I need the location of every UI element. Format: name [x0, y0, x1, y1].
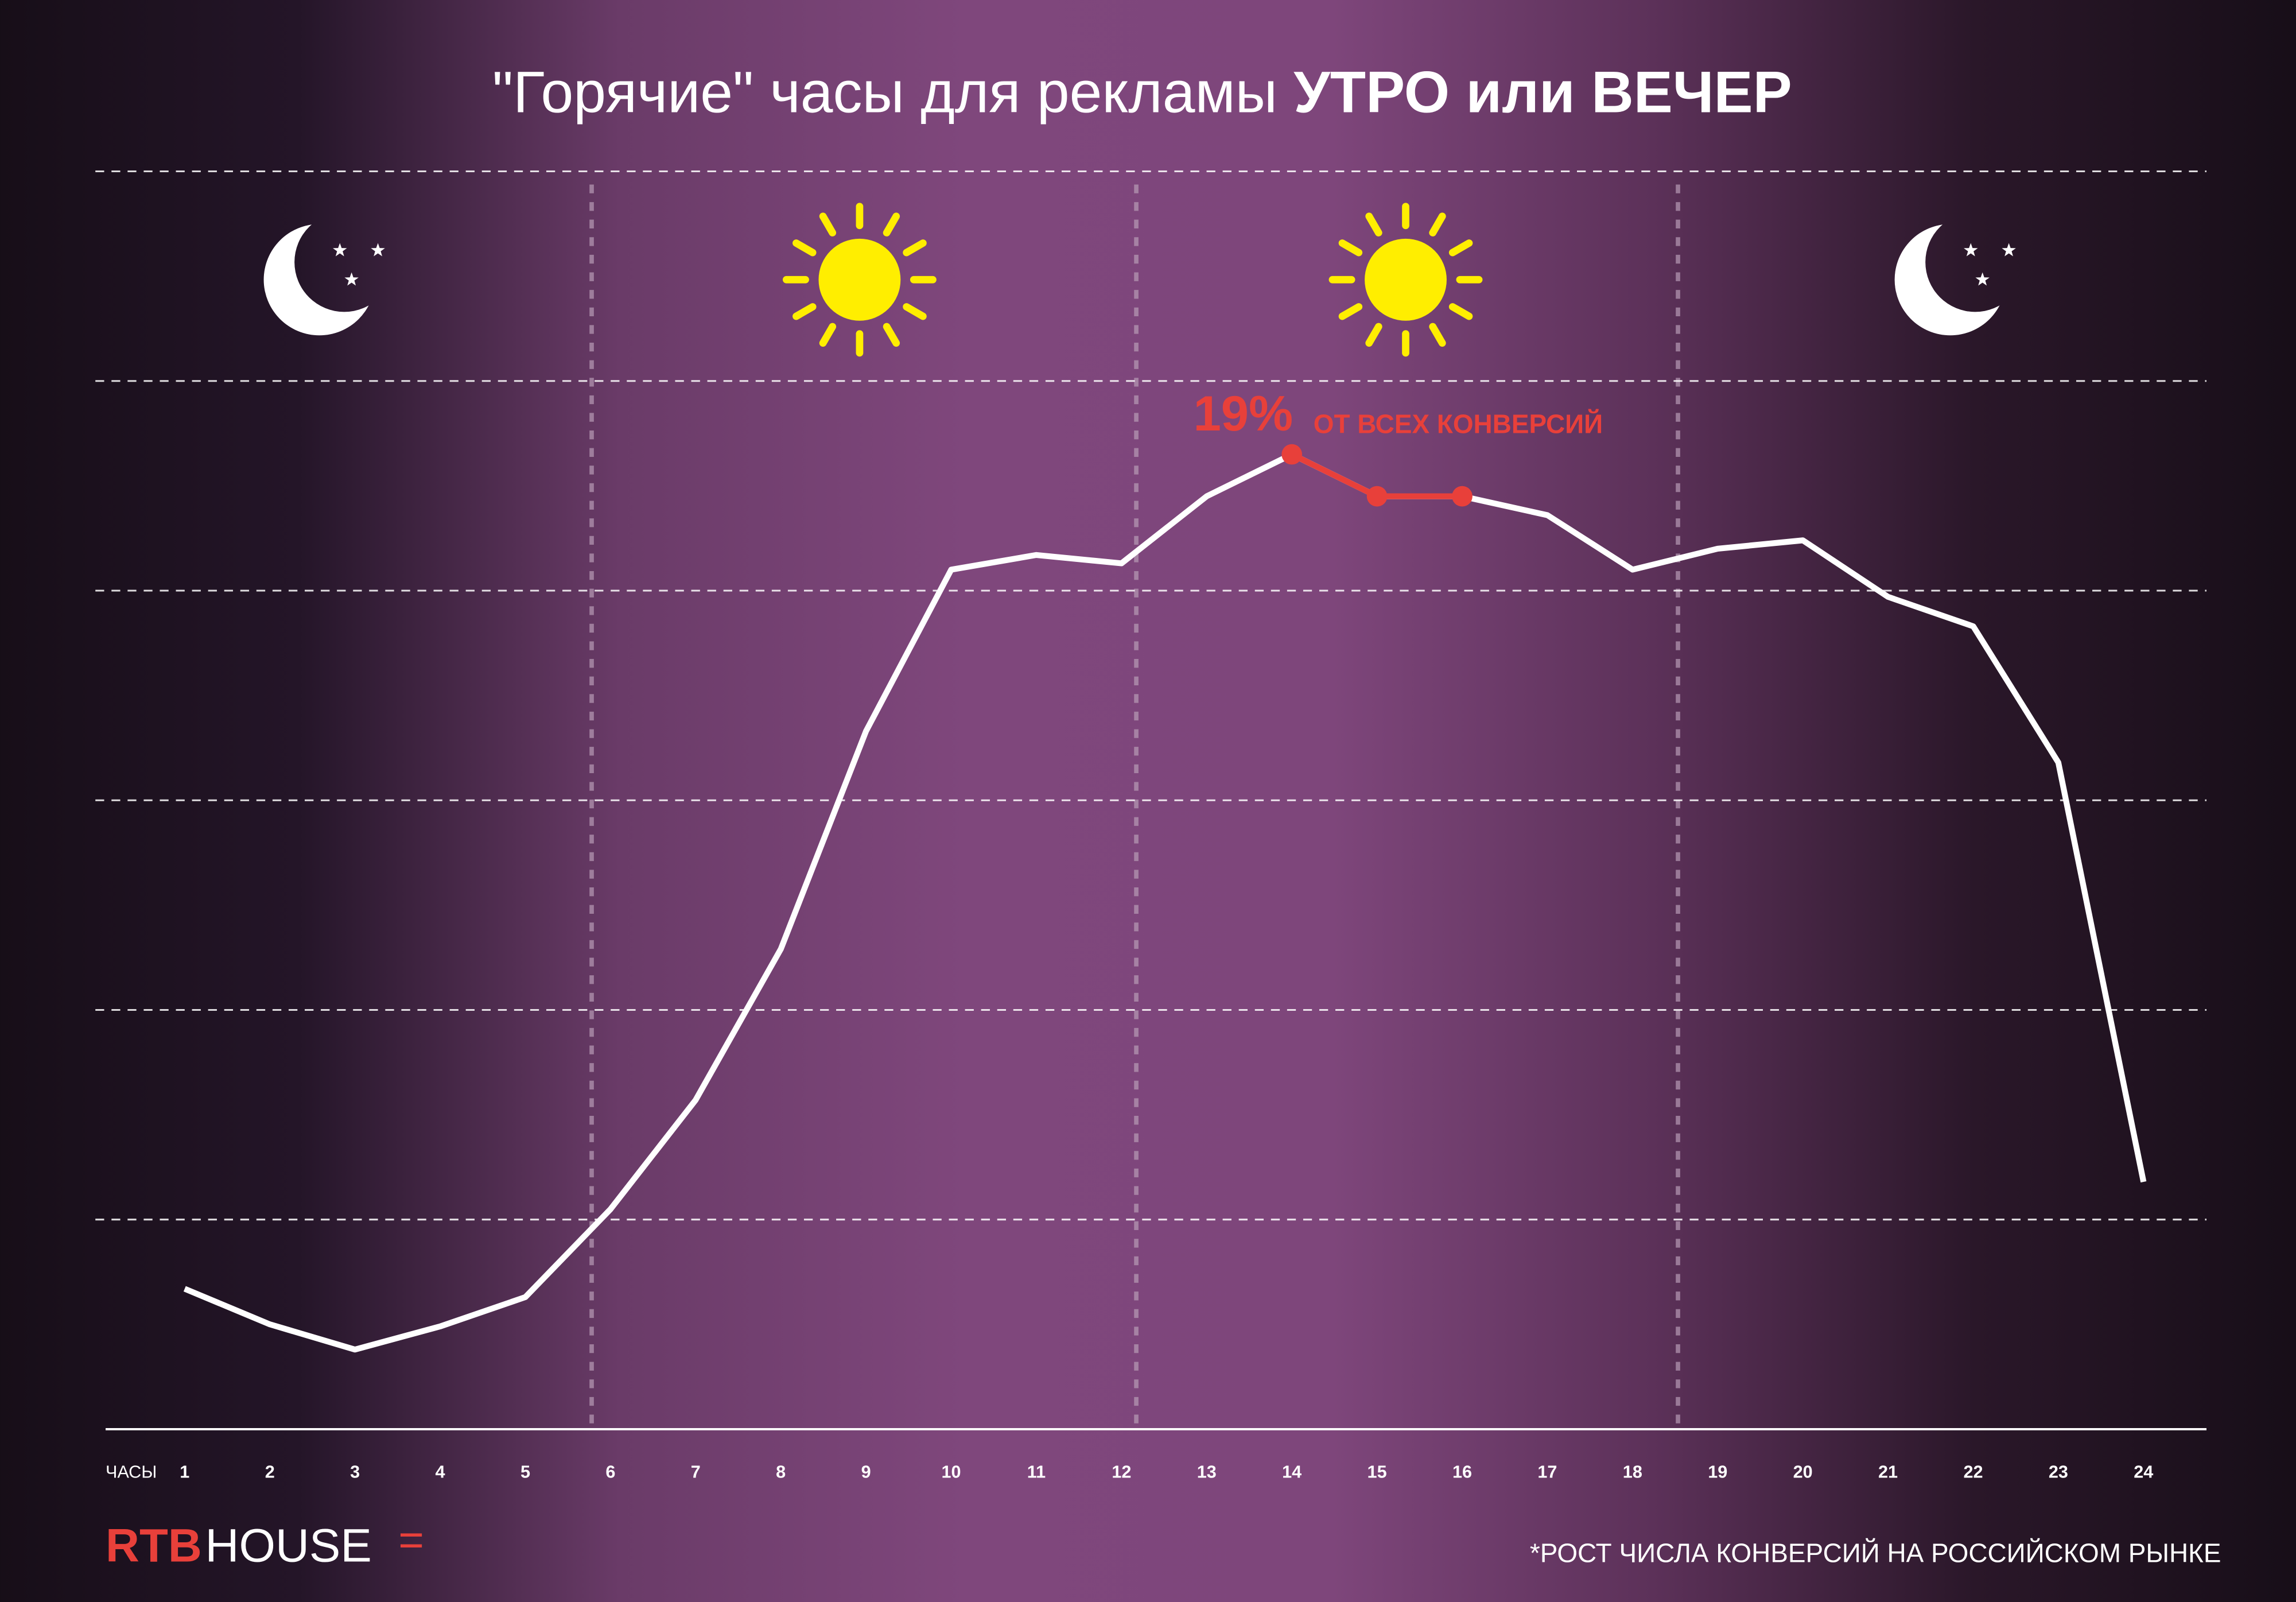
data-line	[183, 451, 2147, 1353]
sun-ray	[792, 239, 817, 257]
x-tick-label: 7	[691, 1463, 701, 1482]
x-tick-label: 8	[776, 1463, 786, 1482]
x-axis-label: ЧАСЫ	[106, 1463, 157, 1482]
moon-icon	[1894, 224, 2016, 336]
x-tick-label: 2	[265, 1463, 275, 1482]
x-tick-label: 6	[605, 1463, 615, 1482]
x-tick-label: 16	[1452, 1463, 1472, 1482]
star	[371, 243, 385, 257]
x-tick-label: 3	[350, 1463, 360, 1482]
moon	[1894, 224, 2006, 336]
highlight-point	[1452, 486, 1473, 507]
x-tick-label: 19	[1708, 1463, 1727, 1482]
x-tick-label: 15	[1368, 1463, 1387, 1482]
chart-title: "Горячие" часы для рекламы УТРО или ВЕЧЕ…	[492, 59, 1792, 125]
x-tick-label: 17	[1537, 1463, 1557, 1482]
x-tick-label: 24	[2134, 1463, 2153, 1482]
x-tick-label: 14	[1282, 1463, 1302, 1482]
star	[1964, 243, 1978, 257]
x-tick-label: 21	[1878, 1463, 1898, 1482]
star	[2002, 243, 2016, 257]
x-tick-label: 18	[1623, 1463, 1642, 1482]
star	[332, 243, 347, 257]
star	[1975, 272, 1990, 286]
x-tick-label: 20	[1793, 1463, 1813, 1482]
sun-ray	[1429, 323, 1446, 347]
annotation-text: ОТ ВСЕХ КОНВЕРСИЙ	[1314, 409, 1603, 439]
sun-ray	[1448, 239, 1473, 257]
logo-mark: =	[398, 1516, 424, 1565]
sun-disc	[1365, 238, 1447, 321]
sun-ray	[819, 323, 837, 347]
highlight-point	[1281, 444, 1303, 465]
sun-ray	[1448, 303, 1473, 320]
x-tick-label: 13	[1197, 1463, 1217, 1482]
x-tick-label: 9	[861, 1463, 871, 1482]
sun-ray	[883, 323, 900, 347]
x-tick-label: 23	[2049, 1463, 2068, 1482]
sun-disc	[818, 238, 901, 321]
moon-icon	[263, 224, 385, 336]
sun-ray	[1365, 212, 1382, 236]
period-dividers	[589, 184, 1680, 1429]
x-tick-label: 22	[1963, 1463, 1983, 1482]
x-tick-label: 1	[180, 1463, 189, 1482]
sun-ray	[1338, 303, 1363, 320]
sun-icon	[782, 203, 937, 357]
annotation-value: 19%	[1194, 386, 1293, 441]
highlight-point	[1366, 486, 1388, 507]
x-tick-label: 4	[436, 1463, 445, 1482]
sun-ray	[883, 212, 900, 236]
title-bold: УТРО или ВЕЧЕР	[1293, 59, 1792, 125]
icons	[263, 203, 2016, 357]
star	[344, 272, 359, 286]
x-tick-label: 10	[942, 1463, 961, 1482]
title-light: "Горячие" часы для рекламы	[492, 59, 1293, 125]
moon	[263, 224, 375, 336]
sun-ray	[1365, 323, 1382, 347]
logo-house: HOUSE	[205, 1520, 372, 1572]
x-tick-label: 11	[1027, 1463, 1046, 1482]
sun-ray	[792, 303, 817, 320]
sun-ray	[819, 212, 837, 236]
sun-ray	[903, 303, 927, 320]
sun-ray	[1429, 212, 1446, 236]
x-tick-label: 12	[1112, 1463, 1131, 1482]
sun-icon	[1328, 203, 1483, 357]
footnote: *РОСТ ЧИСЛА КОНВЕРСИЙ НА РОССИЙСКОМ РЫНК…	[1530, 1538, 2221, 1568]
x-tick-label: 5	[520, 1463, 530, 1482]
sun-ray	[903, 239, 927, 257]
sun-ray	[1338, 239, 1363, 257]
logo-rtb: RTB	[106, 1520, 202, 1572]
